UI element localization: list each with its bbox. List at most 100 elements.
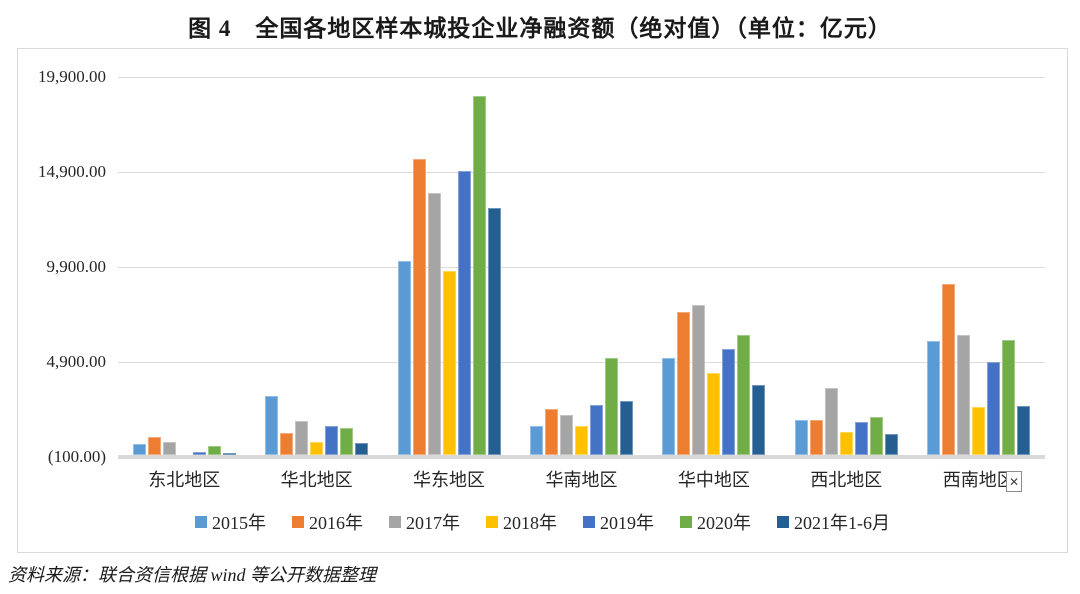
bar: [222, 453, 236, 455]
bar: [752, 385, 766, 455]
y-axis-tick-label: 9,900.00: [46, 256, 107, 276]
bar: [207, 446, 221, 455]
bar: [839, 432, 853, 455]
legend-swatch: [292, 516, 304, 528]
bar: [972, 407, 986, 455]
legend-label: 2018年: [503, 513, 557, 533]
bar: [884, 434, 898, 455]
chart-plot-area: 19,900.00 14,900.00 9,900.00 4,900.00 (100.0…: [17, 48, 1068, 553]
bar: [1017, 406, 1031, 455]
bar-group: [648, 49, 780, 455]
bar: [147, 437, 161, 455]
bar: [162, 442, 176, 455]
legend-label: 2015年: [212, 513, 266, 533]
bar: [355, 443, 369, 455]
bar: [692, 305, 706, 455]
bar: [192, 452, 206, 455]
bar: [529, 426, 543, 455]
legend-item: 2015年: [195, 509, 266, 535]
bar: [280, 433, 294, 455]
x-axis-category-label: 华南地区: [545, 470, 618, 490]
y-axis-tick-label: 4,900.00: [46, 351, 107, 371]
bar: [559, 415, 573, 455]
legend-label: 2019年: [600, 513, 654, 533]
legend-swatch: [583, 516, 595, 528]
legend-item: 2019年: [583, 509, 654, 535]
y-axis-tick-label: 19,900.00: [38, 66, 106, 86]
legend-item: 2018年: [486, 509, 557, 535]
bar: [737, 335, 751, 455]
bar: [487, 208, 501, 455]
source-note: 资料来源：联合资信根据 wind 等公开数据整理: [8, 565, 377, 585]
bar: [427, 193, 441, 455]
legend-swatch: [777, 516, 789, 528]
bar: [325, 426, 339, 455]
bar-group: [913, 49, 1045, 455]
bar: [809, 420, 823, 455]
legend-item: 2021年1-6月: [777, 509, 890, 535]
legend-swatch: [486, 516, 498, 528]
bar: [987, 362, 1001, 455]
gridline: [118, 171, 1045, 173]
x-axis-category-label: 东北地区: [148, 470, 221, 490]
bar-group: [515, 49, 647, 455]
bar-group: [118, 49, 250, 456]
bar: [265, 396, 279, 455]
bars-container: [118, 49, 1045, 456]
bar: [957, 335, 971, 455]
bar: [132, 444, 146, 455]
bar: [707, 373, 721, 455]
gridline: [118, 266, 1045, 268]
bar-group: [383, 49, 515, 455]
x-axis-category-label: 华中地区: [677, 470, 750, 490]
bar-group: [780, 49, 912, 455]
bar: [472, 96, 486, 455]
chart-title: 图 4 全国各地区样本城投企业净融资额（绝对值）（单位：亿元）: [188, 16, 892, 41]
legend-label: 2021年1-6月: [794, 513, 890, 533]
x-axis-category-label: 华北地区: [280, 470, 353, 490]
bar: [412, 159, 426, 455]
y-axis-tick-label: (100.00): [47, 446, 106, 466]
x-axis-category-label: 西北地区: [810, 470, 883, 490]
bar: [574, 426, 588, 455]
x-axis-line: [118, 455, 1045, 459]
x-axis-category-label: 华东地区: [413, 470, 486, 490]
legend-item: 2020年: [680, 509, 751, 535]
legend-label: 2020年: [697, 513, 751, 533]
legend-label: 2017年: [406, 513, 460, 533]
y-axis-tick-label: 14,900.00: [38, 161, 106, 181]
x-axis-labels: 东北地区 华北地区 华东地区 华南地区 华中地区 西北地区 西南地区: [118, 466, 1045, 492]
gridline: [118, 361, 1045, 363]
bar: [1002, 340, 1016, 455]
bar: [662, 358, 676, 455]
legend-item: 2016年: [292, 509, 363, 535]
bar: [457, 171, 471, 455]
bar: [310, 442, 324, 455]
legend-label: 2016年: [309, 513, 363, 533]
bar: [397, 261, 411, 455]
bar: [942, 284, 956, 455]
bar-group: [250, 49, 382, 455]
bar: [604, 358, 618, 455]
bar: [824, 388, 838, 455]
bar: [794, 420, 808, 455]
legend-swatch: [389, 516, 401, 528]
bar: [295, 421, 309, 455]
bar: [869, 417, 883, 455]
chart-legend: 2015年 2016年 2017年 2018年 2019年 2020年 2021年1-6月: [18, 509, 1067, 535]
legend-swatch: [680, 516, 692, 528]
bar: [619, 401, 633, 455]
legend-item: 2017年: [389, 509, 460, 535]
bar: [854, 422, 868, 455]
bar: [722, 349, 736, 455]
legend-swatch: [195, 516, 207, 528]
gridline: [118, 76, 1045, 78]
bar: [340, 428, 354, 455]
x-axis-category-label: 西南地区: [942, 470, 1015, 490]
bar: [589, 405, 603, 455]
bar: [927, 341, 941, 455]
broken-image-icon: ✕: [1006, 471, 1022, 492]
bar: [677, 312, 691, 455]
bar: [544, 409, 558, 455]
bar: [442, 271, 456, 455]
